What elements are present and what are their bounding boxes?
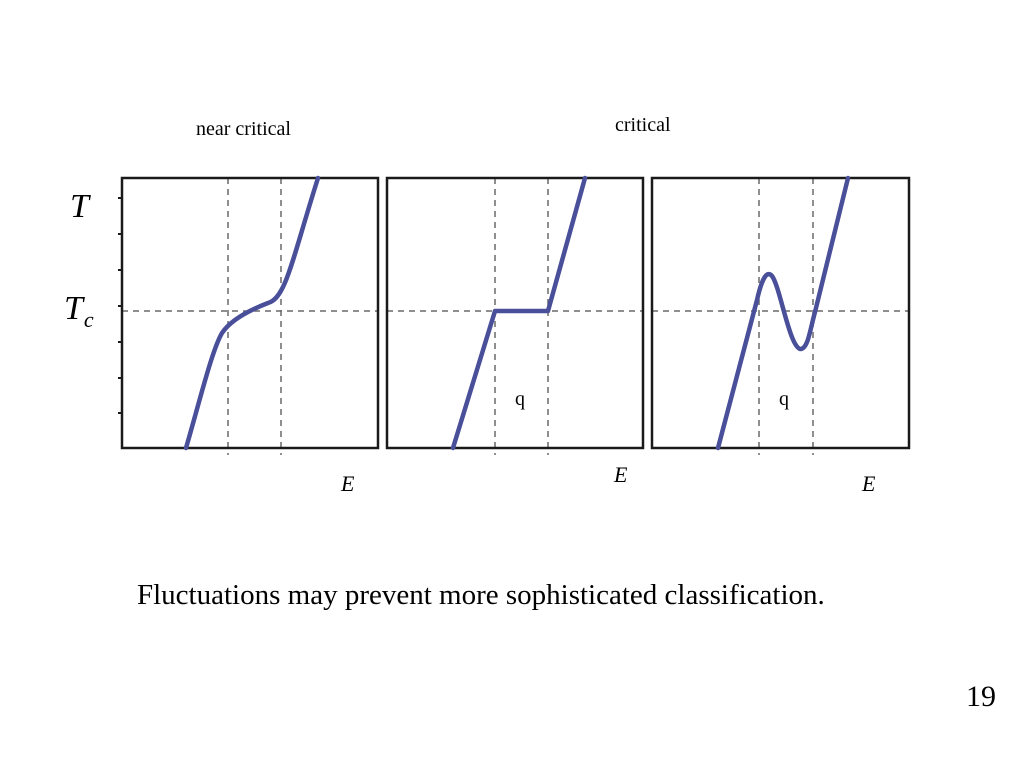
caption: Fluctuations may prevent more sophistica… <box>137 579 825 611</box>
y-axis-t-label: T <box>70 188 89 225</box>
x-axis-e-label-panel-2: E <box>614 462 628 487</box>
y-axis-tc-label: Tc <box>64 290 94 332</box>
panel-title-critical: critical <box>615 114 671 136</box>
tc-base: T <box>64 290 83 327</box>
curve-critical <box>450 175 588 451</box>
panel-frame <box>385 176 645 450</box>
panel-loop <box>650 175 911 455</box>
tc-subscript: c <box>83 307 94 332</box>
q-label-panel-2: q <box>515 388 525 410</box>
q-label-panel-3: q <box>779 388 789 410</box>
curve-near-critical <box>183 175 321 451</box>
curve-loop <box>715 175 851 451</box>
y-axis-ticks <box>118 197 123 414</box>
panel-near-critical <box>118 175 380 455</box>
panel-critical <box>385 175 645 455</box>
x-axis-e-label-panel-3: E <box>862 471 876 496</box>
panel-frame <box>650 176 911 450</box>
slide-number: 19 <box>966 680 996 713</box>
x-axis-e-label-panel-1: E <box>341 471 355 496</box>
panel-frame <box>120 176 380 450</box>
panel-title-near-critical: near critical <box>196 118 291 140</box>
